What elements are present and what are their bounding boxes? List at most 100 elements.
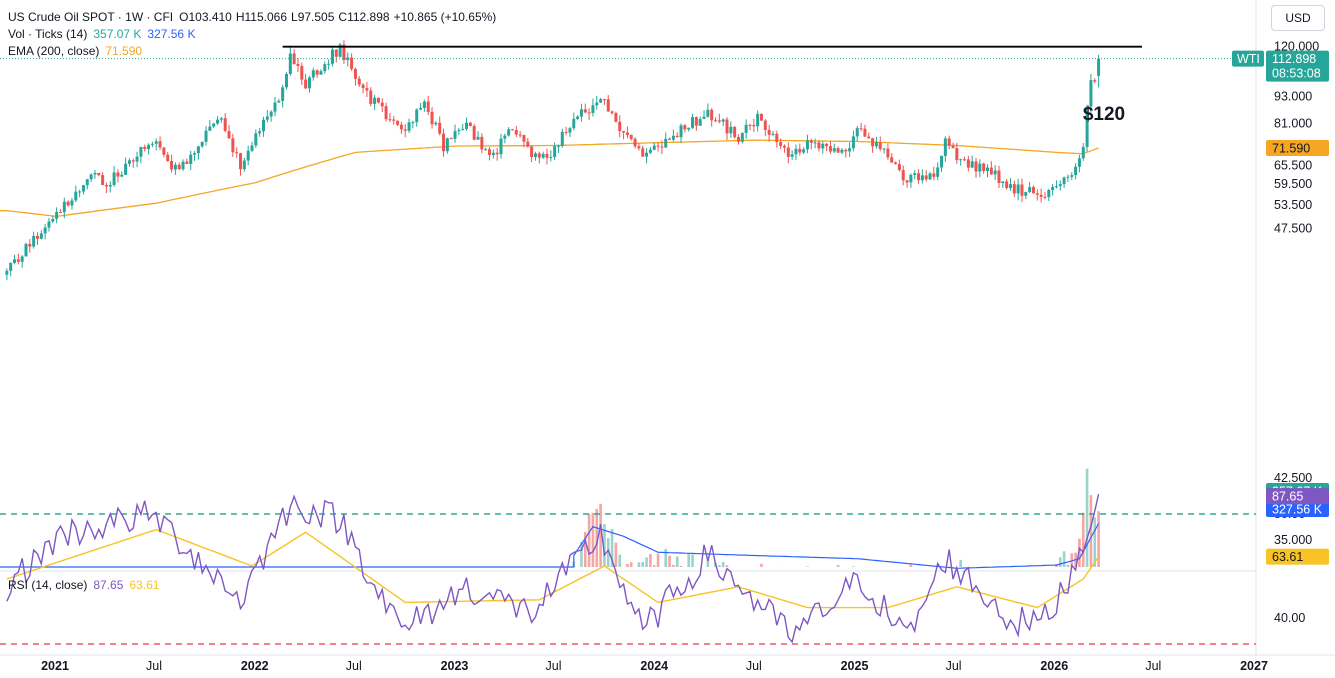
candle [530, 145, 534, 163]
legend-low: L97.505 [291, 10, 335, 24]
candle [338, 42, 342, 58]
candle [357, 76, 361, 87]
candle [641, 145, 645, 157]
candle [204, 126, 208, 146]
candle [284, 72, 288, 90]
candle [809, 138, 813, 150]
candle [859, 123, 863, 132]
candle [480, 133, 484, 154]
price-tick-label: 120.000 [1274, 40, 1319, 54]
candle [997, 165, 1001, 189]
candle [897, 159, 901, 172]
svg-text:87.65: 87.65 [1272, 490, 1303, 504]
time-tick-label: 2022 [241, 659, 269, 673]
candle [848, 142, 852, 157]
candle [599, 97, 603, 103]
candle [468, 121, 472, 127]
candle [1081, 142, 1085, 161]
volume-bar [656, 553, 660, 567]
volume-bar [687, 554, 691, 567]
candle [323, 61, 327, 74]
volume-bar [1097, 511, 1100, 567]
candle [828, 140, 832, 154]
legend-symbol[interactable]: US Crude Oil SPOT · 1W · CFI [8, 10, 174, 24]
candle [802, 147, 806, 155]
candle [978, 159, 982, 178]
candle [974, 157, 978, 178]
candle [583, 103, 587, 114]
legend-ema-label[interactable]: EMA (200, close) [8, 44, 100, 58]
candle [541, 151, 545, 160]
volume-bar [649, 554, 652, 567]
candle [208, 119, 212, 132]
candle [189, 150, 193, 170]
candle [81, 184, 85, 195]
legend-rsi-value2: 63.61 [129, 578, 160, 592]
candle [1093, 78, 1097, 84]
candle [579, 103, 583, 122]
candle [721, 118, 725, 127]
candle [51, 215, 55, 224]
candle [510, 128, 514, 131]
volume-bar [626, 563, 629, 567]
candle [292, 48, 296, 65]
ema-value-badge: 71.590 [1266, 139, 1329, 156]
price-axis[interactable]: 160.000140.000120.000105.00093.00081.000… [1274, 0, 1319, 625]
candle [863, 124, 867, 137]
overlay-lines [0, 45, 1256, 60]
candle [1024, 191, 1028, 200]
candle [254, 129, 258, 148]
volume-bar [641, 562, 645, 567]
candle [817, 140, 821, 152]
volume-bar [691, 554, 694, 567]
candle [1077, 154, 1081, 173]
candle [369, 87, 373, 107]
candle [39, 230, 43, 240]
candle [453, 124, 457, 143]
candle [419, 103, 423, 111]
time-tick-label: Jul [346, 659, 362, 673]
candle [231, 133, 235, 157]
volume-bar [1066, 564, 1070, 567]
candle [652, 142, 656, 151]
volume-bar [718, 565, 721, 567]
volume-bar [760, 563, 763, 567]
candle [507, 127, 511, 137]
candle [330, 47, 334, 67]
candle [288, 47, 292, 76]
legend-vol-label[interactable]: Vol · Ticks (14) [8, 27, 88, 41]
time-axis[interactable]: 2021 Jul 2022 Jul 2023 Jul 2024 Jul 2025 Jul 2026 J… [41, 659, 1268, 673]
candle [618, 115, 622, 138]
candle [729, 121, 733, 138]
candle [514, 125, 518, 138]
candle [124, 157, 128, 175]
candle [614, 111, 618, 123]
candle [47, 217, 51, 232]
candle [70, 198, 74, 210]
candle [518, 131, 522, 138]
candle [782, 144, 786, 153]
candle [426, 95, 430, 116]
candle [756, 110, 760, 132]
currency-button[interactable]: USD [1271, 5, 1325, 31]
volume-bar [599, 503, 602, 567]
candle [940, 155, 944, 173]
candle [281, 84, 285, 108]
candle [342, 40, 346, 64]
legend-rsi-label[interactable]: RSI (14, close) [8, 578, 88, 592]
candle [913, 170, 917, 180]
candle [794, 144, 798, 160]
candle [936, 162, 940, 181]
candle [503, 133, 507, 144]
candle [740, 132, 744, 144]
candle [250, 141, 254, 153]
price-tick-label: 65.500 [1274, 158, 1312, 172]
volume-bar [610, 529, 614, 567]
candle [28, 239, 32, 253]
candle [886, 143, 890, 160]
candle [748, 123, 752, 131]
candle [553, 142, 557, 161]
candle [304, 73, 308, 89]
candle [1074, 163, 1078, 180]
